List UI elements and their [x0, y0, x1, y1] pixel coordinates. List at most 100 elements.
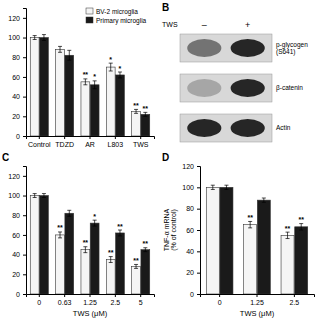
x-axis-line	[201, 295, 315, 298]
bar	[81, 82, 90, 136]
panel: 02040608010012000.631.252.55************…	[8, 167, 154, 319]
significance: **	[298, 216, 304, 223]
y-tick-label: 0	[16, 291, 20, 298]
bar	[90, 223, 99, 294]
x-tick-label: 0	[37, 299, 41, 306]
y-tick-mark	[23, 97, 26, 98]
legend: BV-2 microgliaPrimary microglia	[86, 8, 147, 25]
x-tick: 0.63	[58, 294, 72, 306]
y-tick-mark	[197, 294, 200, 295]
significance: **	[133, 102, 139, 109]
bar	[206, 187, 219, 294]
y-tick-label: 0	[190, 291, 194, 298]
blot-band	[187, 39, 221, 57]
band-label: p-glycogen(S641)	[276, 41, 308, 56]
blot-strip	[180, 34, 272, 62]
bar	[141, 114, 150, 136]
x-tick-mark	[90, 294, 91, 297]
band-label: Actin	[276, 124, 291, 131]
panel-label: C	[2, 152, 9, 163]
bar	[132, 266, 141, 294]
x-tick-label: 1.25	[83, 299, 97, 306]
error-bar	[134, 264, 138, 268]
error-bar	[67, 210, 71, 216]
blot-band	[231, 39, 265, 57]
y-tick: 20	[186, 269, 200, 276]
x-tick: 0	[37, 294, 41, 306]
x-tick-mark	[115, 136, 116, 139]
x-tick-mark	[294, 294, 295, 297]
y-axis-title: TNF-α mRNA(% of control)	[163, 208, 179, 251]
y-tick-mark	[197, 251, 200, 252]
y-tick-label: 0	[16, 133, 20, 140]
error-bar	[248, 221, 252, 227]
y-tick: 100	[8, 192, 26, 199]
y-tick-mark	[23, 176, 26, 177]
error-bar	[93, 81, 97, 89]
y-tick: 100	[8, 34, 26, 41]
y-tick-label: 40	[12, 251, 20, 258]
x-tick-label: AR	[85, 141, 95, 148]
bar	[106, 260, 115, 294]
y-tick: 0	[16, 291, 26, 298]
error-bar	[93, 220, 97, 226]
y-tick: 20	[12, 113, 26, 120]
y-tick: 0	[190, 291, 200, 298]
y-tick-label: 20	[12, 271, 20, 278]
x-tick-mark	[219, 294, 220, 297]
error-bar	[83, 247, 87, 253]
significance: **	[247, 214, 253, 221]
y-axis: 020406080100120	[8, 9, 26, 140]
y-tick-label: 120	[182, 163, 194, 170]
y-tick: 100	[182, 184, 200, 191]
y-axis-line	[197, 167, 201, 295]
y-axis: 0 20 40 60 80 100 120	[182, 163, 200, 298]
bar	[116, 75, 125, 136]
lane-label: +	[245, 20, 250, 30]
significance: *	[109, 56, 112, 63]
error-bar	[143, 248, 147, 252]
x-axis-title: TWS (μM)	[73, 309, 108, 318]
y-tick: 60	[186, 227, 200, 234]
x-tick-mark	[140, 294, 141, 297]
x-tick-label: 0	[218, 299, 222, 306]
y-tick: 40	[186, 248, 200, 255]
x-tick-label: 0.63	[58, 299, 72, 306]
bar	[81, 250, 90, 294]
error-bar	[224, 185, 228, 189]
annotations: *************	[57, 213, 148, 264]
x-tick-mark	[64, 294, 65, 297]
y-tick-label: 100	[182, 184, 194, 191]
error-bar	[118, 72, 122, 78]
y-tick-label: 120	[8, 15, 20, 22]
error-bar	[33, 194, 37, 198]
bar	[65, 55, 74, 136]
y-tick-label: 120	[8, 173, 20, 180]
y-tick: 120	[182, 163, 200, 170]
error-bar	[143, 112, 147, 116]
annotations: ******	[247, 214, 304, 232]
y-tick-mark	[23, 77, 26, 78]
legend-item: Primary microglia	[86, 17, 147, 25]
blot-band	[187, 119, 221, 137]
x-axis: 01.252.5	[201, 294, 315, 306]
y-tick-mark	[23, 294, 26, 295]
error-bar	[58, 232, 62, 238]
y-tick: 80	[12, 212, 26, 219]
x-tick: 5	[139, 294, 143, 306]
x-tick: L803	[108, 136, 124, 148]
bar	[56, 235, 65, 294]
x-tick: 2.5	[110, 294, 120, 306]
y-tick-label: 60	[186, 227, 194, 234]
y-tick-label: 40	[186, 248, 194, 255]
legend-label: Primary microglia	[96, 17, 147, 25]
x-axis: 0 0.63 1.25 2.5 5	[27, 294, 155, 306]
blot-band	[231, 119, 265, 137]
error-bar	[299, 224, 303, 230]
blot-panel: TWS–+p-glycogen(S641)β-cateninActin	[162, 20, 308, 142]
error-bar	[109, 63, 113, 71]
figure: 020406080100120ControlTDZDARL803TWS*****…	[0, 0, 320, 320]
bar	[40, 38, 49, 136]
x-axis-line	[27, 295, 155, 298]
y-tick-label: 80	[186, 205, 194, 212]
